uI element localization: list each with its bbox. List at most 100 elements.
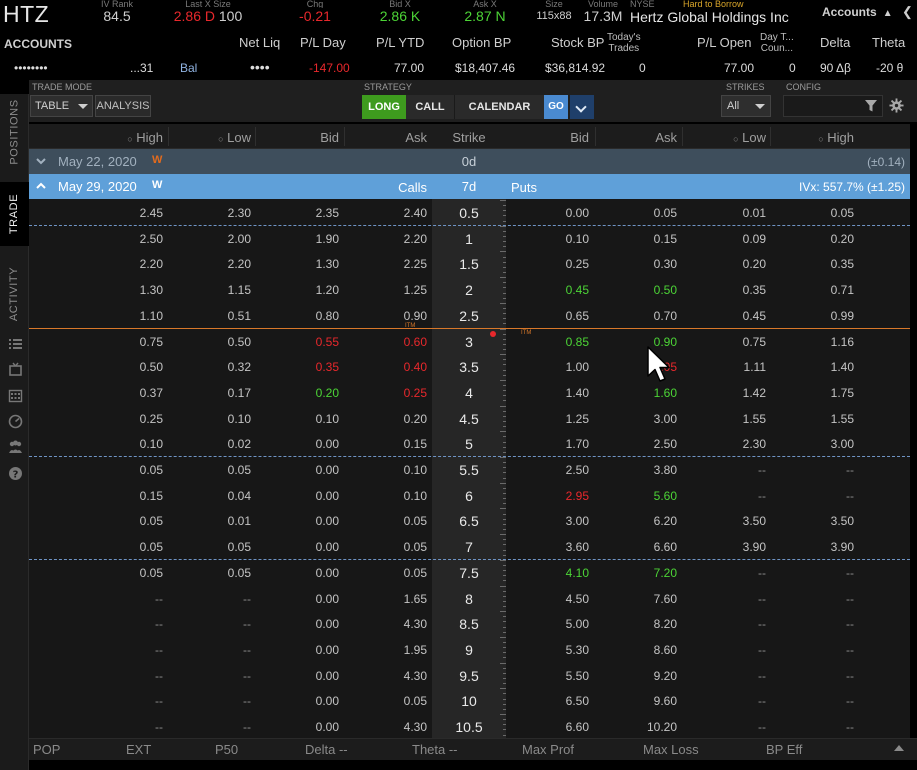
tab-activity[interactable]: ACTIVITY — [0, 259, 29, 329]
call-high-cell[interactable]: 0.50 — [139, 360, 163, 375]
call-bid-cell[interactable]: 1.20 — [315, 283, 339, 298]
strike-cell[interactable]: 9.5 — [459, 667, 479, 684]
table-row[interactable]: -- -- 0.00 0.05 10 6.50 9.60 -- -- — [29, 688, 910, 714]
call-bid-cell[interactable]: 0.20 — [315, 385, 339, 400]
table-row[interactable]: 0.500.320.350.403.51.001.051.111.40 — [29, 354, 910, 380]
put-low-cell[interactable]: 0.20 — [742, 257, 766, 272]
put-ask-cell[interactable]: 8.20 — [653, 617, 677, 632]
strike-cell[interactable]: 8.5 — [459, 616, 479, 633]
table-row[interactable]: 2.45 2.30 2.35 2.40 0.5 0.00 0.05 0.01 0.05 — [29, 200, 910, 226]
call-low-cell[interactable]: -- — [243, 720, 251, 734]
put-low-cell[interactable]: -- — [758, 488, 766, 503]
put-high-cell[interactable]: 0.35 — [830, 257, 854, 272]
call-bid-cell[interactable]: 1.90 — [315, 231, 339, 246]
put-low-cell[interactable]: 3.90 — [742, 540, 766, 555]
strike-cell[interactable]: 10 — [461, 693, 477, 710]
calendar-icon[interactable] — [8, 388, 23, 403]
gear-icon[interactable] — [889, 98, 904, 113]
call-bid-cell[interactable]: 0.55 — [315, 334, 339, 349]
put-bid-cell[interactable]: 6.50 — [565, 694, 589, 709]
put-ask-cell[interactable]: 6.60 — [653, 540, 677, 555]
put-high-cell[interactable]: 1.40 — [830, 360, 854, 375]
put-high-cell[interactable]: 3.50 — [830, 514, 854, 529]
put-low-cell[interactable]: 0.75 — [742, 334, 766, 349]
put-low-cell[interactable]: -- — [758, 463, 766, 477]
call-high-cell[interactable]: 0.37 — [139, 385, 163, 400]
call-ask-cell[interactable]: 0.15 — [403, 437, 427, 452]
table-row[interactable]: 2.20 2.20 1.30 2.25 1.5 0.25 0.30 0.20 0.35 — [29, 251, 910, 277]
call-high-cell[interactable]: 0.75 — [139, 334, 163, 349]
put-ask-cell[interactable]: 5.60 — [653, 488, 677, 503]
call-ask-cell[interactable]: 0.10 — [403, 463, 427, 477]
call-low-cell[interactable]: 0.05 — [227, 565, 251, 580]
put-bid-cell[interactable]: 2.50 — [565, 463, 589, 477]
put-low-cell[interactable]: -- — [758, 694, 766, 709]
put-high-cell[interactable]: -- — [846, 668, 854, 683]
call-high-cell[interactable]: 0.25 — [139, 411, 163, 426]
call-high-cell[interactable]: -- — [155, 694, 163, 709]
call-high-cell[interactable]: 2.50 — [139, 231, 163, 246]
call-bid-cell[interactable]: 0.00 — [315, 488, 339, 503]
call-ask-cell[interactable]: 1.65 — [403, 591, 427, 606]
put-low-cell[interactable]: -- — [758, 720, 766, 734]
put-bid-cell[interactable]: 4.50 — [565, 591, 589, 606]
put-high-cell[interactable]: -- — [846, 488, 854, 503]
call-high-cell[interactable]: -- — [155, 591, 163, 606]
long-button[interactable]: LONG — [362, 95, 406, 119]
put-ask-cell[interactable]: 9.20 — [653, 668, 677, 683]
put-ask-cell[interactable]: 2.50 — [653, 437, 677, 452]
filter-icon[interactable] — [864, 99, 878, 113]
call-ask-cell[interactable]: 2.20 — [403, 231, 427, 246]
put-high-cell[interactable]: 1.75 — [830, 385, 854, 400]
put-low-cell[interactable]: -- — [758, 591, 766, 606]
strike-cell[interactable]: 1 — [465, 230, 473, 247]
put-low-cell[interactable]: 1.11 — [743, 360, 766, 375]
call-high-cell[interactable]: -- — [155, 668, 163, 683]
call-high-cell[interactable]: 2.45 — [139, 206, 163, 220]
call-high-cell[interactable]: 0.05 — [139, 565, 163, 580]
table-row[interactable]: -- -- 0.00 4.30 8.5 5.00 8.20 -- -- — [29, 611, 910, 637]
call-ask-cell[interactable]: 0.20 — [403, 411, 427, 426]
put-bid-cell[interactable]: 0.00 — [565, 206, 589, 220]
put-ask-cell[interactable]: 7.60 — [653, 591, 677, 606]
put-low-cell[interactable]: 0.45 — [742, 308, 766, 323]
call-low-cell[interactable]: 2.30 — [227, 206, 251, 220]
call-low-cell[interactable]: 0.01 — [227, 514, 251, 529]
put-low-cell[interactable]: 0.35 — [742, 283, 766, 298]
call-bid-cell[interactable]: 0.00 — [315, 668, 339, 683]
put-low-cell[interactable]: 2.30 — [742, 437, 766, 452]
put-ask-cell[interactable]: 0.50 — [653, 283, 677, 298]
help-icon[interactable]: ? — [8, 466, 23, 481]
list-icon[interactable] — [8, 337, 23, 352]
put-high-header[interactable]: ○ High — [818, 130, 854, 145]
call-low-cell[interactable]: 0.04 — [227, 488, 251, 503]
put-low-cell[interactable]: 0.01 — [742, 206, 766, 220]
strike-cell[interactable]: 10.5 — [455, 719, 483, 735]
trade-mode-select[interactable]: TABLE — [30, 95, 93, 117]
call-bid-cell[interactable]: 0.10 — [315, 411, 339, 426]
go-button[interactable]: GO — [544, 95, 568, 119]
table-row[interactable]: 0.05 0.05 0.00 0.10 5.5 2.50 3.80 -- -- — [29, 457, 910, 483]
call-low-cell[interactable]: 1.15 — [227, 283, 251, 298]
put-high-cell[interactable]: -- — [846, 694, 854, 709]
put-bid-cell[interactable]: 1.40 — [565, 385, 589, 400]
put-bid-cell[interactable]: 2.95 — [565, 488, 589, 503]
strike-cell[interactable]: 2.5 — [459, 307, 479, 324]
strike-cell[interactable]: 4 — [465, 384, 473, 401]
accounts-menu[interactable]: Accounts ▲ — [822, 5, 893, 19]
strike-cell[interactable]: 3.5 — [459, 359, 479, 376]
call-ask-cell[interactable]: 4.30 — [403, 668, 427, 683]
call-ask-cell[interactable]: 0.25 — [403, 385, 427, 400]
people-icon[interactable] — [8, 439, 23, 454]
balance-link[interactable]: Bal — [180, 61, 198, 75]
put-bid-cell[interactable]: 3.60 — [565, 540, 589, 555]
call-high-cell[interactable]: 0.05 — [139, 514, 163, 529]
put-ask-cell[interactable]: 3.80 — [653, 463, 677, 477]
put-high-cell[interactable]: 0.71 — [830, 283, 854, 298]
call-low-cell[interactable]: -- — [243, 591, 251, 606]
call-bid-cell[interactable]: 0.00 — [315, 591, 339, 606]
strike-header[interactable]: Strike — [452, 130, 486, 145]
put-low-header[interactable]: ○ Low — [733, 130, 766, 145]
table-row[interactable]: 0.15 0.04 0.00 0.10 6 2.95 5.60 -- -- — [29, 483, 910, 509]
put-ask-cell[interactable]: 9.60 — [653, 694, 677, 709]
